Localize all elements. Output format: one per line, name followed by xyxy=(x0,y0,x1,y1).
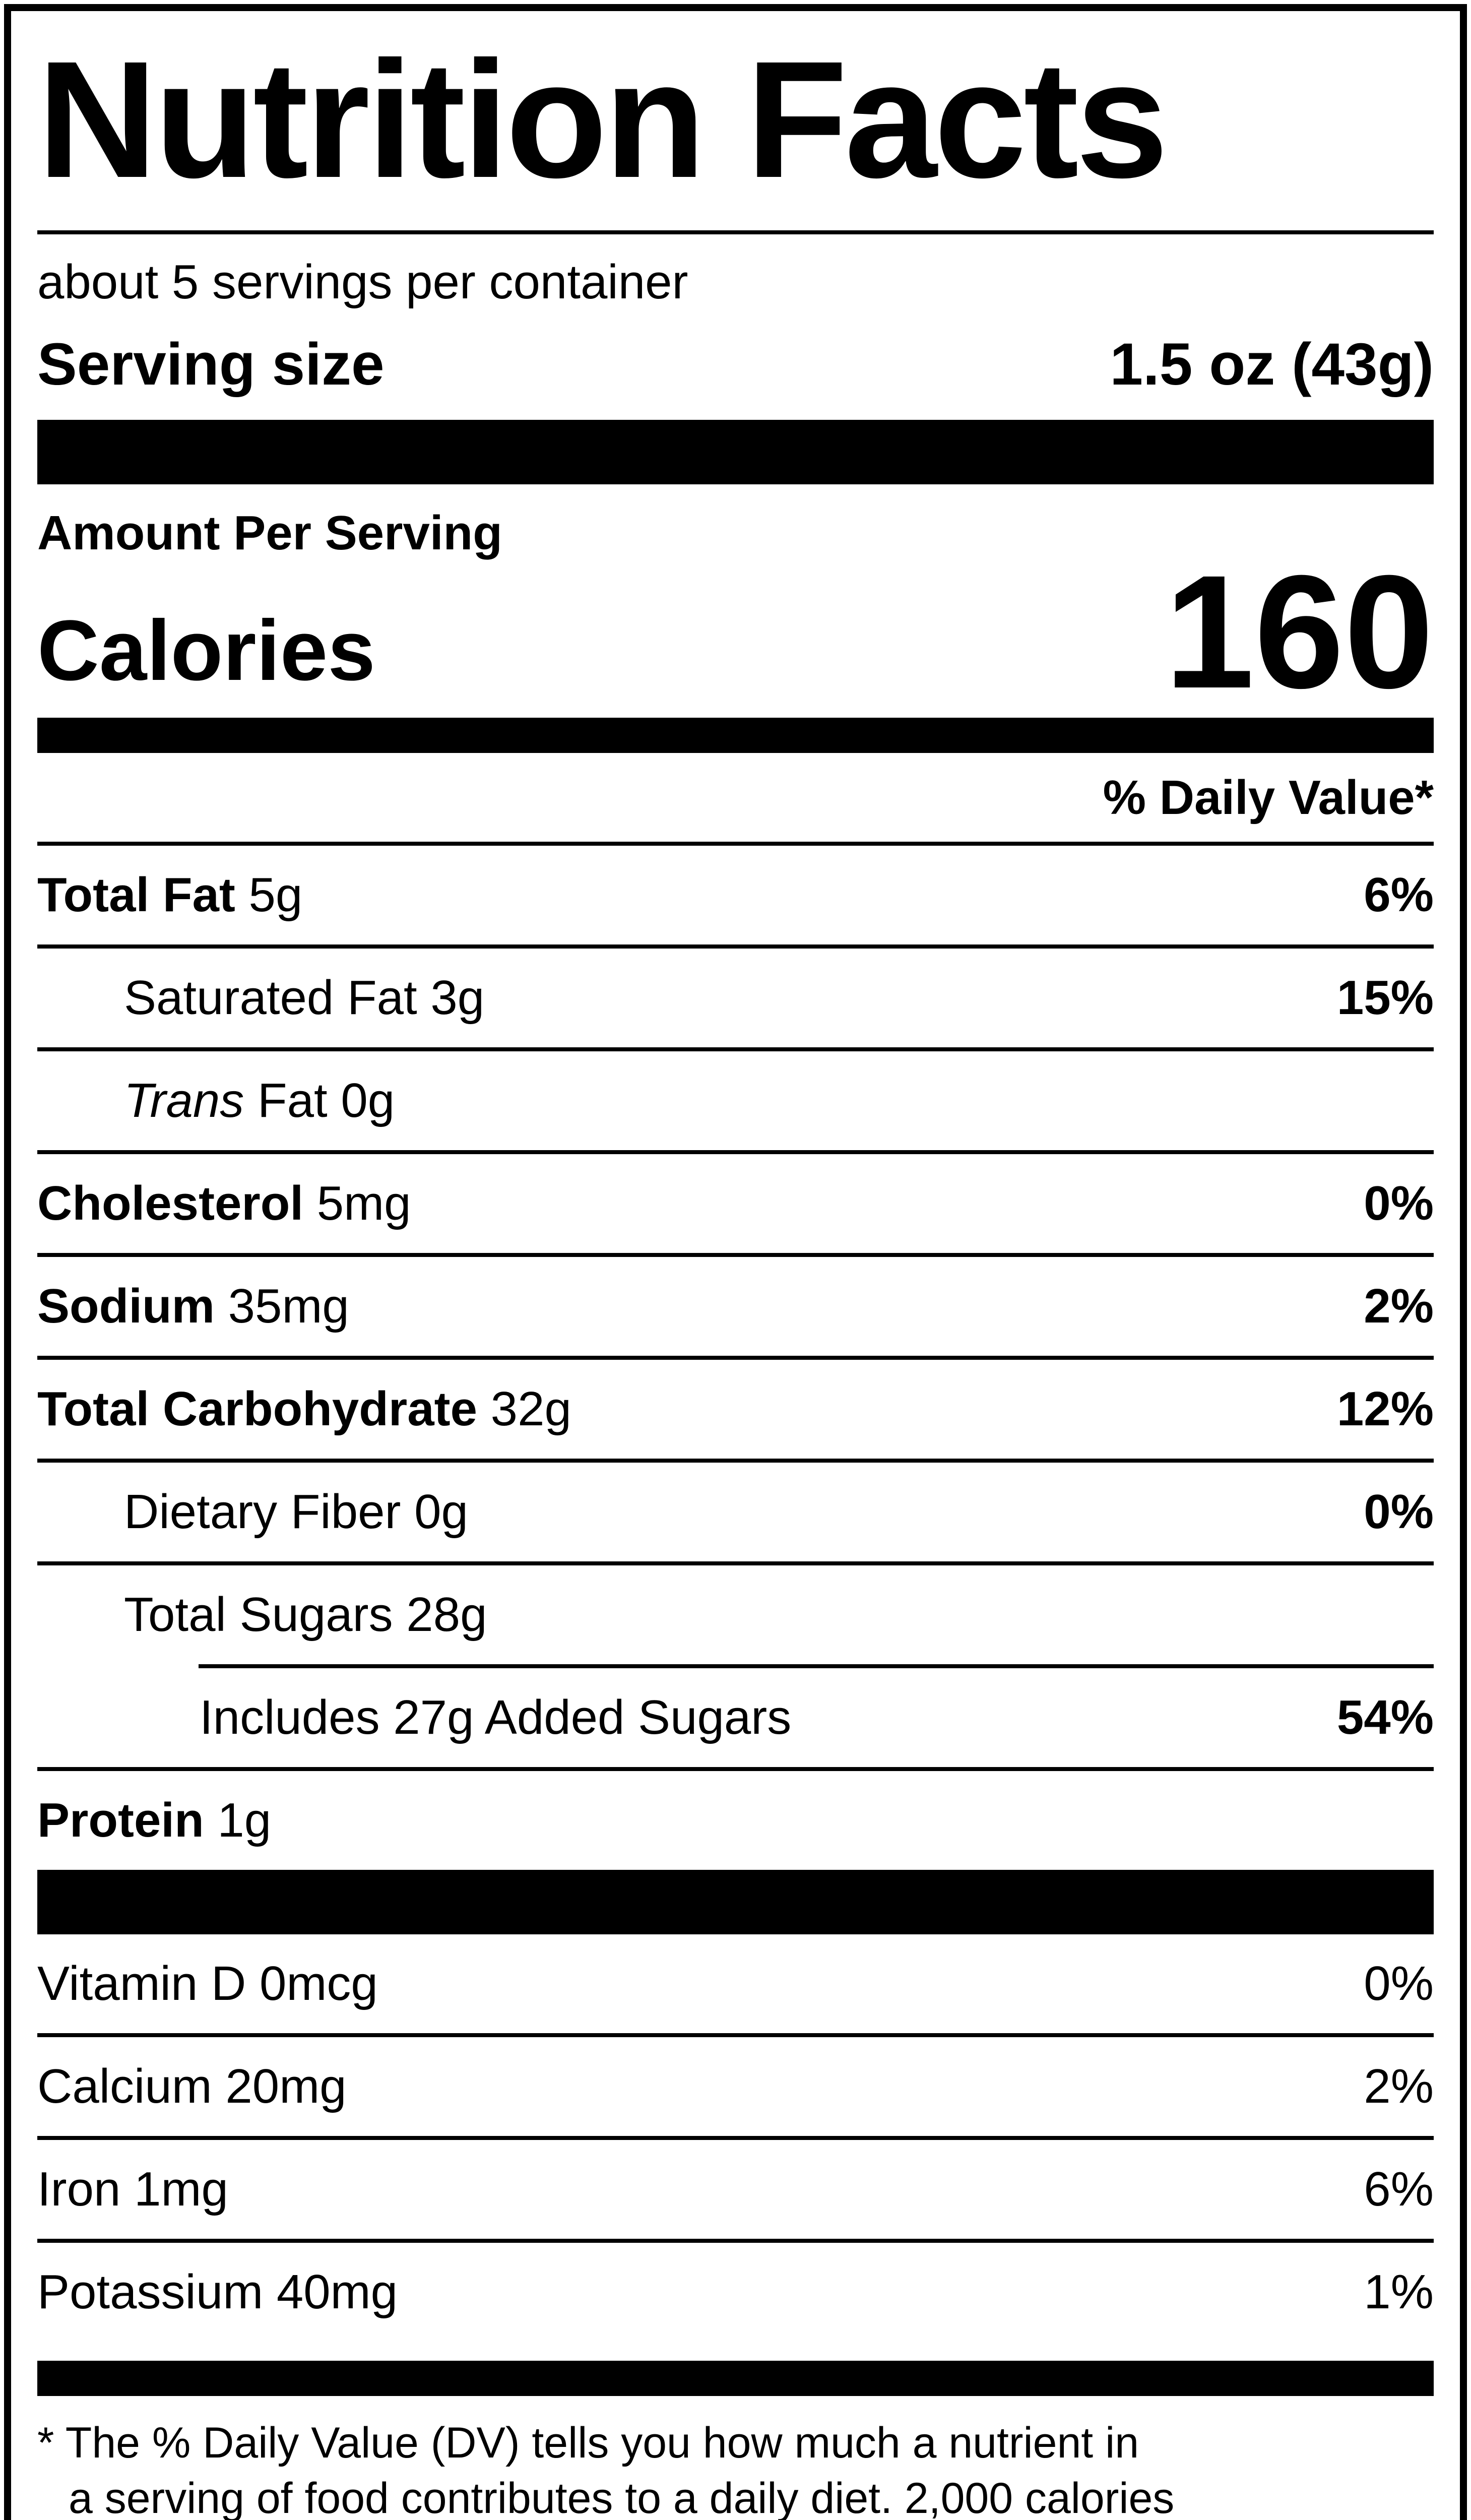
title-divider xyxy=(37,230,1434,234)
daily-value-header: % Daily Value* xyxy=(1103,771,1434,825)
nutrient-row: Total Carbohydrate 32g 12% xyxy=(37,1360,1434,1459)
nutrient-row: Iron 1mg 6% xyxy=(37,2140,1434,2239)
nutrient-row: Sodium 35mg 2% xyxy=(37,1257,1434,1356)
calories-value: 160 xyxy=(1165,541,1434,722)
nutrient-daily-value: 15% xyxy=(1336,971,1434,1025)
nutrient-row: Trans Fat 0g xyxy=(37,1051,1434,1150)
nutrient-daily-value: 0% xyxy=(1364,1176,1434,1231)
row-divider xyxy=(37,1356,1434,1360)
row-divider xyxy=(37,1459,1434,1463)
nutrient-daily-value: 12% xyxy=(1336,1382,1434,1436)
row-divider xyxy=(37,1253,1434,1257)
row-divider xyxy=(37,1150,1434,1155)
nutrient-name: Vitamin D 0mcg xyxy=(37,1957,378,2011)
nutrient-row: Total Sugars 28g xyxy=(37,1565,1434,1664)
row-divider xyxy=(37,2033,1434,2038)
nutrient-name: Dietary Fiber 0g xyxy=(124,1485,468,1539)
nutrient-name: Total Carbohydrate 32g xyxy=(37,1382,571,1436)
section-bar-medium-dv xyxy=(37,718,1434,753)
row-divider xyxy=(37,1561,1434,1566)
calories-label: Calories xyxy=(37,603,375,699)
section-bar-medium-footnote xyxy=(37,2361,1434,2397)
nutrient-row: Protein 1g xyxy=(37,1771,1434,1870)
nutrient-name: Total Sugars 28g xyxy=(124,1588,487,1642)
nutrient-daily-value: 54% xyxy=(1336,1690,1434,1745)
nutrient-name: Iron 1mg xyxy=(37,2162,228,2217)
nutrient-row: Potassium 40mg 1% xyxy=(37,2243,1434,2342)
footnote-line: a serving of food contributes to a daily… xyxy=(69,2474,1175,2520)
nutrient-daily-value: 2% xyxy=(1364,1279,1434,1334)
nutrient-row: Vitamin D 0mcg 0% xyxy=(37,1934,1434,2033)
nutrient-daily-value: 6% xyxy=(1364,868,1434,922)
row-divider xyxy=(37,2239,1434,2243)
nutrient-daily-value: 0% xyxy=(1364,1485,1434,1539)
nutrition-facts-label: Nutrition Facts about 5 servings per con… xyxy=(4,4,1467,2520)
nutrient-rows: Total Fat 5g 6% Saturated Fat 3g 15% Trans F… xyxy=(37,846,1434,1870)
nutrient-daily-value: 0% xyxy=(1364,1957,1434,2011)
nutrient-daily-value: 6% xyxy=(1364,2162,1434,2217)
footnote: * The % Daily Value (DV) tells you how m… xyxy=(37,2415,1434,2520)
serving-size-value: 1.5 oz (43g) xyxy=(1110,331,1434,398)
section-bar-thick-vitamins xyxy=(37,1870,1434,1935)
dv-header-divider xyxy=(37,842,1434,846)
nutrient-row: Dietary Fiber 0g 0% xyxy=(37,1463,1434,1561)
nutrient-row: Saturated Fat 3g 15% xyxy=(37,949,1434,1047)
amount-per-serving-label: Amount Per Serving xyxy=(37,506,502,560)
label-title: Nutrition Facts xyxy=(37,26,1168,212)
nutrient-row: Calcium 20mg 2% xyxy=(37,2037,1434,2136)
calories-row: Calories 160 xyxy=(37,541,1434,722)
servings-per-container: about 5 servings per container xyxy=(37,255,688,309)
nutrient-name: Protein 1g xyxy=(37,1793,272,1848)
serving-size-row: Serving size 1.5 oz (43g) xyxy=(37,330,1434,399)
vitamin-rows: Vitamin D 0mcg 0% Calcium 20mg 2% Iron 1mg 6%… xyxy=(37,1934,1434,2342)
nutrient-row: Includes 27g Added Sugars 54% xyxy=(37,1668,1434,1767)
row-divider xyxy=(37,944,1434,949)
nutrient-name: Potassium 40mg xyxy=(37,2265,398,2319)
nutrient-row: Cholesterol 5mg 0% xyxy=(37,1154,1434,1253)
row-divider xyxy=(199,1664,1434,1669)
row-divider xyxy=(37,1767,1434,1772)
nutrient-name: Trans Fat 0g xyxy=(124,1074,395,1128)
section-bar-thick-top xyxy=(37,419,1434,484)
nutrient-name: Saturated Fat 3g xyxy=(124,971,485,1025)
nutrient-name: Total Fat 5g xyxy=(37,868,303,922)
row-divider xyxy=(37,2136,1434,2140)
nutrient-name: Calcium 20mg xyxy=(37,2059,347,2114)
footnote-line: * The % Daily Value (DV) tells you how m… xyxy=(37,2419,1139,2468)
nutrient-name: Sodium 35mg xyxy=(37,1279,349,1334)
nutrient-row: Total Fat 5g 6% xyxy=(37,846,1434,944)
nutrient-daily-value: 1% xyxy=(1364,2265,1434,2319)
nutrient-name: Includes 27g Added Sugars xyxy=(200,1690,792,1745)
row-divider xyxy=(37,1047,1434,1052)
serving-size-label: Serving size xyxy=(37,331,385,398)
nutrient-daily-value: 2% xyxy=(1364,2059,1434,2114)
nutrient-name: Cholesterol 5mg xyxy=(37,1176,411,1231)
